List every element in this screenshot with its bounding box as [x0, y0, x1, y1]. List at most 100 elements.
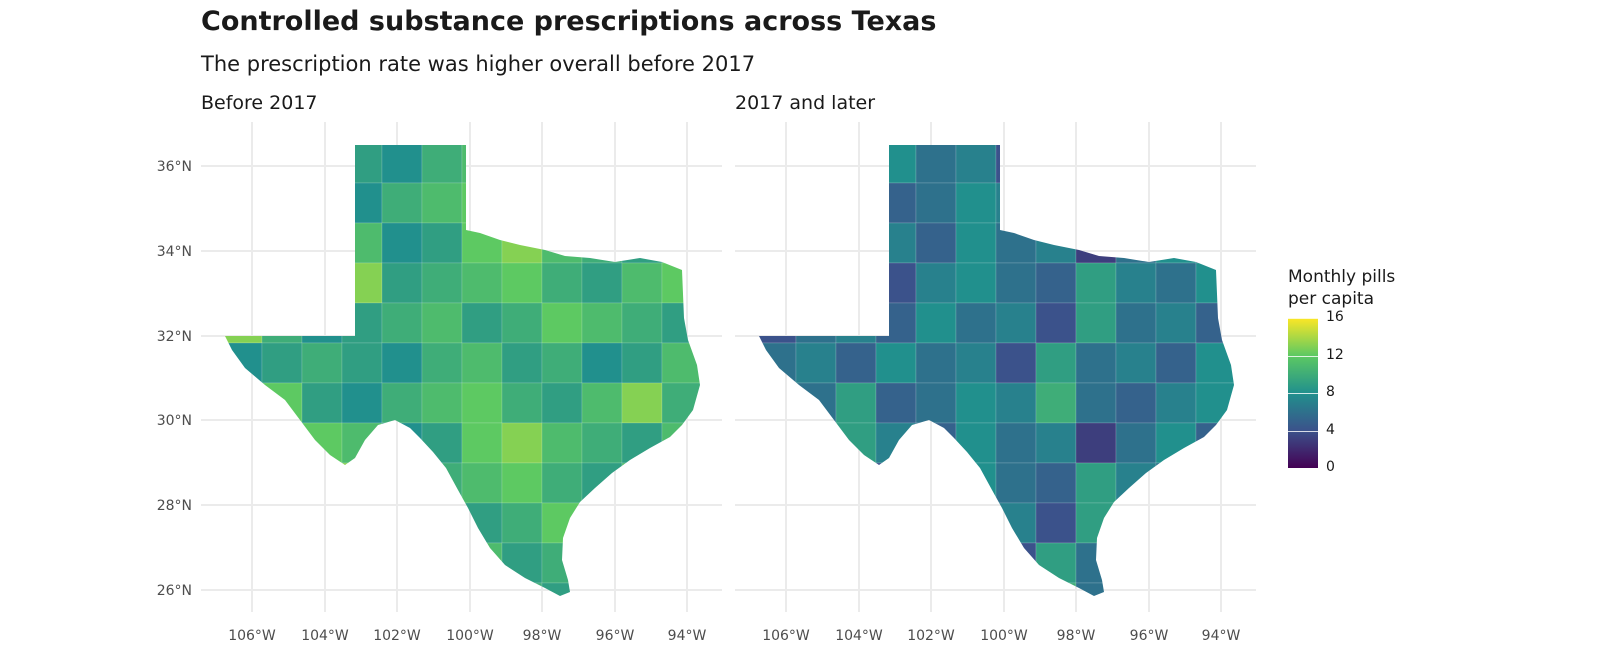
county-region: [661, 342, 700, 384]
county-region: [995, 222, 1037, 264]
longitude-tick-label: 98°W: [523, 628, 562, 644]
county-region: [1155, 502, 1197, 544]
county-region: [501, 382, 543, 424]
county-region: [381, 542, 423, 584]
county-region: [795, 145, 837, 184]
county-region: [875, 182, 917, 224]
county-fills-before-2017: [225, 145, 700, 596]
county-region: [1195, 262, 1234, 304]
county-region: [995, 542, 1037, 584]
county-region: [1195, 462, 1234, 504]
county-region: [915, 342, 957, 384]
county-region: [501, 145, 543, 184]
county-region: [501, 542, 543, 584]
county-region: [261, 182, 303, 224]
county-region: [661, 502, 700, 544]
county-region: [541, 145, 583, 184]
county-region: [955, 145, 997, 184]
county-region: [995, 462, 1037, 504]
latitude-tick-label: 34°N: [157, 244, 192, 260]
county-region: [301, 542, 343, 584]
county-region: [1035, 422, 1077, 464]
county-region: [541, 182, 583, 224]
county-region: [225, 182, 263, 224]
county-region: [421, 262, 463, 304]
county-region: [225, 502, 263, 544]
county-region: [795, 462, 837, 504]
county-region: [661, 422, 700, 464]
county-region: [541, 342, 583, 384]
county-region: [955, 302, 997, 344]
county-region: [795, 302, 837, 344]
longitude-tick-label: 94°W: [668, 628, 707, 644]
county-region: [795, 262, 837, 304]
county-region: [1195, 422, 1234, 464]
county-region: [1195, 502, 1234, 544]
county-region: [1155, 262, 1197, 304]
county-region: [621, 422, 663, 464]
county-region: [759, 462, 797, 504]
county-region: [1035, 542, 1077, 584]
county-region: [661, 542, 700, 584]
county-region: [341, 342, 383, 384]
county-region: [461, 342, 503, 384]
county-region: [955, 382, 997, 424]
county-region: [995, 182, 1037, 224]
county-region: [621, 222, 663, 264]
county-region: [621, 302, 663, 344]
county-region: [421, 342, 463, 384]
county-region: [1195, 182, 1234, 224]
county-region: [461, 542, 503, 584]
county-region: [795, 342, 837, 384]
county-region: [261, 302, 303, 344]
county-region: [995, 145, 1037, 184]
county-region: [381, 222, 423, 264]
county-region: [541, 382, 583, 424]
county-region: [501, 462, 543, 504]
longitude-tick-label: 100°W: [446, 628, 494, 644]
longitude-tick-label: 104°W: [835, 628, 883, 644]
county-region: [1075, 462, 1117, 504]
county-region: [621, 145, 663, 184]
county-region: [461, 262, 503, 304]
county-region: [795, 422, 837, 464]
county-region: [341, 502, 383, 544]
county-region: [381, 422, 423, 464]
county-region: [461, 382, 503, 424]
county-region: [461, 502, 503, 544]
county-region: [581, 382, 623, 424]
county-region: [501, 302, 543, 344]
county-region: [1115, 422, 1157, 464]
county-region: [835, 145, 877, 184]
county-region: [835, 262, 877, 304]
county-region: [421, 182, 463, 224]
county-region: [759, 382, 797, 424]
county-region: [835, 182, 877, 224]
county-region: [835, 542, 877, 584]
county-region: [1075, 182, 1117, 224]
county-region: [381, 262, 423, 304]
county-region: [225, 342, 263, 384]
county-region: [261, 502, 303, 544]
county-region: [1155, 382, 1197, 424]
county-region: [1035, 462, 1077, 504]
county-region: [225, 262, 263, 304]
county-region: [581, 302, 623, 344]
county-region: [301, 502, 343, 544]
county-region: [621, 262, 663, 304]
county-region: [1035, 302, 1077, 344]
county-region: [1075, 502, 1117, 544]
color-legend: Monthly pills per capita 0 4 8 12 16: [1288, 266, 1438, 486]
county-region: [1075, 302, 1117, 344]
county-region: [1075, 145, 1117, 184]
county-region: [1075, 422, 1117, 464]
latitude-axis-labels: 26°N 28°N 30°N 32°N 34°N 36°N: [157, 159, 192, 599]
county-region: [1035, 262, 1077, 304]
legend-break-label: 12: [1326, 346, 1344, 363]
county-region: [1115, 302, 1157, 344]
county-region: [661, 382, 700, 424]
county-region: [661, 222, 700, 264]
county-region: [835, 302, 877, 344]
county-region: [1155, 542, 1197, 584]
latitude-tick-label: 28°N: [157, 498, 192, 514]
